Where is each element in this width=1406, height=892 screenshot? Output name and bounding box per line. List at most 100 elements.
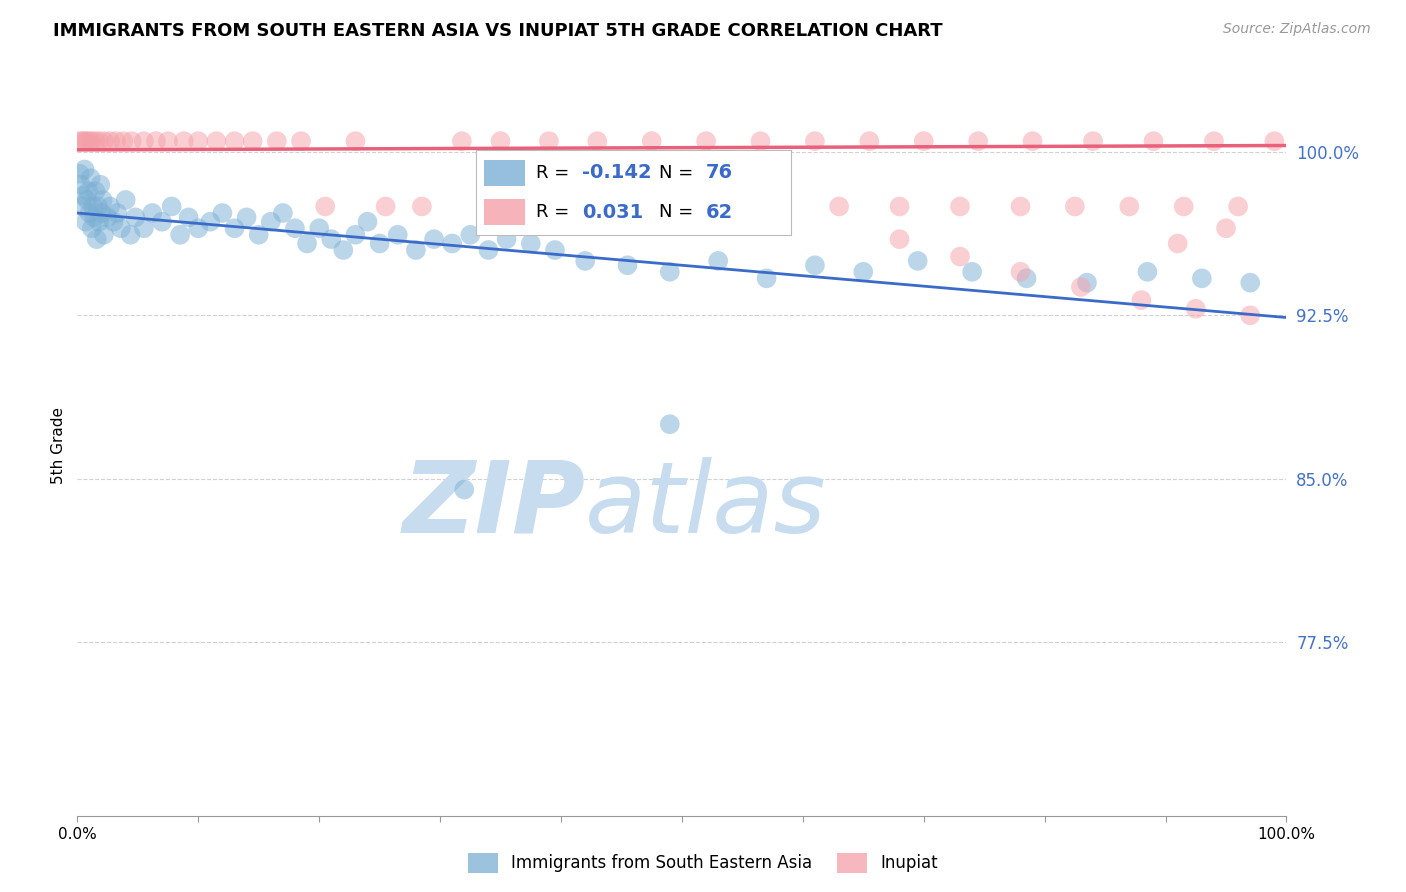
Point <box>368 236 391 251</box>
Point <box>1063 199 1085 213</box>
Point <box>1010 199 1032 213</box>
Point <box>211 206 233 220</box>
Point <box>187 221 209 235</box>
Point <box>150 215 173 229</box>
Point <box>804 134 827 148</box>
Point <box>641 134 664 148</box>
Point <box>912 134 935 148</box>
Point <box>574 253 596 268</box>
Point <box>75 215 97 229</box>
Point <box>804 258 827 272</box>
Point <box>187 134 209 148</box>
Point <box>1136 265 1159 279</box>
Point <box>235 211 257 225</box>
Point <box>84 134 107 148</box>
Point <box>157 134 180 148</box>
Text: IMMIGRANTS FROM SOUTH EASTERN ASIA VS INUPIAT 5TH GRADE CORRELATION CHART: IMMIGRANTS FROM SOUTH EASTERN ASIA VS IN… <box>53 22 943 40</box>
Point <box>141 206 163 220</box>
Point <box>103 215 125 229</box>
Point <box>242 134 264 148</box>
Point <box>80 134 103 148</box>
Point <box>96 211 118 225</box>
Point <box>495 232 517 246</box>
Point <box>1227 199 1250 213</box>
Point <box>70 134 93 148</box>
Point <box>321 232 343 246</box>
Point <box>1263 134 1285 148</box>
Point <box>344 227 367 242</box>
Point <box>93 134 115 148</box>
Point <box>98 134 121 148</box>
Point <box>489 134 512 148</box>
Point <box>260 215 283 229</box>
Point <box>658 265 681 279</box>
Point <box>695 134 717 148</box>
Point <box>266 134 288 148</box>
Point <box>132 221 155 235</box>
Point <box>169 227 191 242</box>
Point <box>477 243 499 257</box>
Point <box>120 227 142 242</box>
Point <box>177 211 200 225</box>
Point <box>124 211 146 225</box>
Point <box>852 265 875 279</box>
Point <box>1070 280 1092 294</box>
Point <box>70 199 93 213</box>
Point <box>84 184 107 198</box>
Point <box>105 134 128 148</box>
Point <box>332 243 354 257</box>
Point <box>453 483 475 497</box>
Point <box>105 206 128 220</box>
Point <box>907 253 929 268</box>
Point <box>1142 134 1164 148</box>
Point <box>79 134 101 148</box>
Point <box>247 227 270 242</box>
Y-axis label: 5th Grade: 5th Grade <box>51 408 66 484</box>
Point <box>87 215 110 229</box>
Point <box>749 134 772 148</box>
Point <box>271 206 294 220</box>
Point <box>967 134 990 148</box>
Point <box>755 271 778 285</box>
Point <box>960 265 983 279</box>
Point <box>173 134 195 148</box>
Point <box>70 178 93 192</box>
Point <box>110 221 132 235</box>
Point <box>87 199 110 213</box>
Point <box>768 199 790 213</box>
Point <box>308 221 330 235</box>
Point <box>98 199 121 213</box>
Legend: Immigrants from South Eastern Asia, Inupiat: Immigrants from South Eastern Asia, Inup… <box>461 847 945 880</box>
Point <box>520 236 543 251</box>
Point <box>450 134 472 148</box>
Text: atlas: atlas <box>585 457 827 554</box>
Point <box>458 227 481 242</box>
Point <box>86 232 108 246</box>
Point <box>344 134 367 148</box>
Point <box>1191 271 1213 285</box>
Point <box>72 188 94 202</box>
Point <box>411 199 433 213</box>
Point <box>79 171 101 186</box>
Point <box>1021 134 1043 148</box>
Point <box>89 178 111 192</box>
Point <box>1239 309 1261 323</box>
Point <box>76 193 98 207</box>
Text: ZIP: ZIP <box>402 457 585 554</box>
Point <box>87 134 110 148</box>
Point <box>205 134 228 148</box>
Point <box>441 236 464 251</box>
Point <box>707 199 730 213</box>
Point <box>1076 276 1098 290</box>
Point <box>1215 221 1237 235</box>
Point <box>1081 134 1104 148</box>
Point <box>224 134 246 148</box>
Point <box>1015 271 1038 285</box>
Point <box>69 167 91 181</box>
Point <box>658 417 681 432</box>
Point <box>112 134 135 148</box>
Point <box>224 221 246 235</box>
Point <box>616 258 638 272</box>
Point <box>83 211 105 225</box>
Point <box>1202 134 1225 148</box>
